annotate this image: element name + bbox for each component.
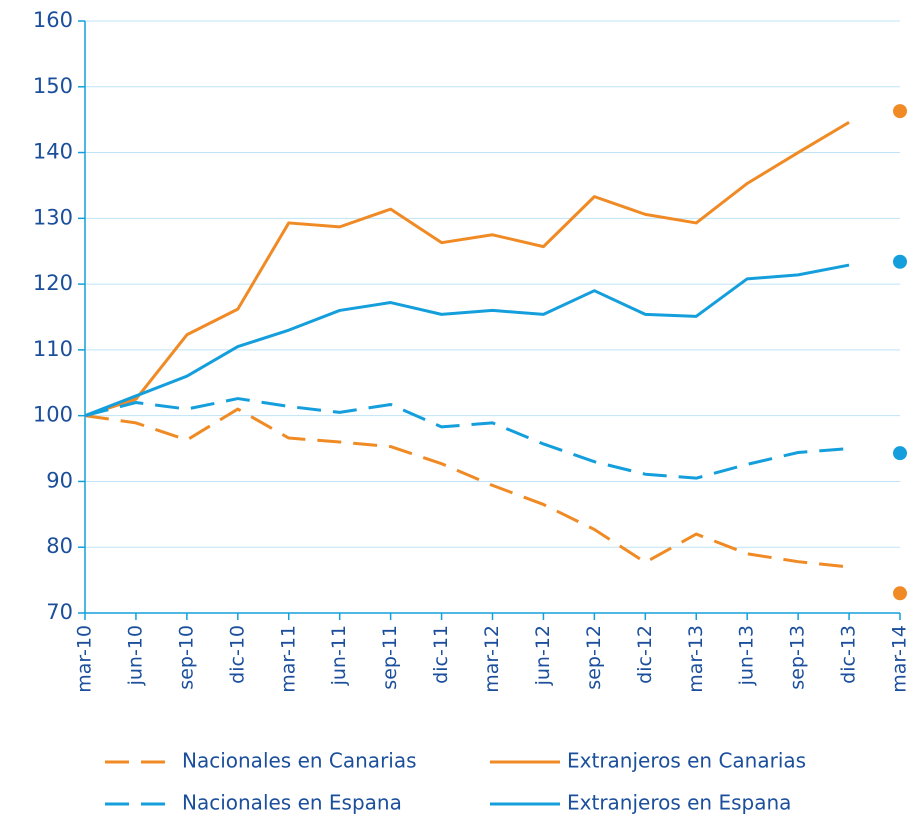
legend-label: Nacionales en Espana — [182, 791, 402, 815]
y-tick-label: 80 — [46, 534, 73, 558]
x-tick-label: sep-12 — [583, 625, 605, 690]
y-tick-label: 120 — [33, 271, 73, 295]
y-tick-label: 160 — [33, 8, 73, 32]
x-tick-label: jun-11 — [328, 625, 350, 686]
x-tick-label: mar-13 — [685, 625, 707, 693]
y-tick-label: 100 — [33, 403, 73, 427]
x-tick-label: dic-10 — [226, 625, 248, 684]
x-tick-label: jun-10 — [124, 625, 146, 686]
legend-label: Extranjeros en Canarias — [567, 749, 806, 773]
x-tick-label: mar-14 — [889, 625, 911, 693]
y-tick-label: 130 — [33, 205, 73, 229]
series-line — [84, 397, 850, 480]
x-tick-label: mar-11 — [277, 625, 299, 693]
x-tick-label: sep-10 — [175, 625, 197, 690]
x-tick-label: mar-10 — [74, 625, 96, 693]
legend-label: Extranjeros en Espana — [567, 791, 791, 815]
x-tick-label: dic-11 — [430, 625, 452, 684]
y-tick-label: 110 — [33, 337, 73, 361]
y-tick-label: 150 — [33, 74, 73, 98]
x-tick-label: sep-13 — [787, 625, 809, 690]
x-tick-label: mar-12 — [481, 625, 503, 693]
y-tick-label: 140 — [33, 140, 73, 164]
series-dot — [893, 586, 907, 601]
y-tick-label: 90 — [46, 468, 73, 492]
x-tick-label: jun-12 — [532, 625, 554, 686]
y-tick-label: 70 — [46, 600, 73, 624]
series-line — [84, 407, 850, 569]
x-tick-label: dic-13 — [838, 625, 860, 684]
x-tick-label: dic-12 — [634, 625, 656, 684]
legend-label: Nacionales en Canarias — [182, 749, 417, 773]
x-tick-label: jun-13 — [736, 625, 758, 686]
series-line — [84, 263, 850, 418]
series-dot — [893, 254, 907, 269]
series-dot — [893, 104, 907, 119]
series-line — [84, 121, 850, 418]
x-tick-label: sep-11 — [379, 625, 401, 690]
series-dot — [893, 446, 907, 461]
